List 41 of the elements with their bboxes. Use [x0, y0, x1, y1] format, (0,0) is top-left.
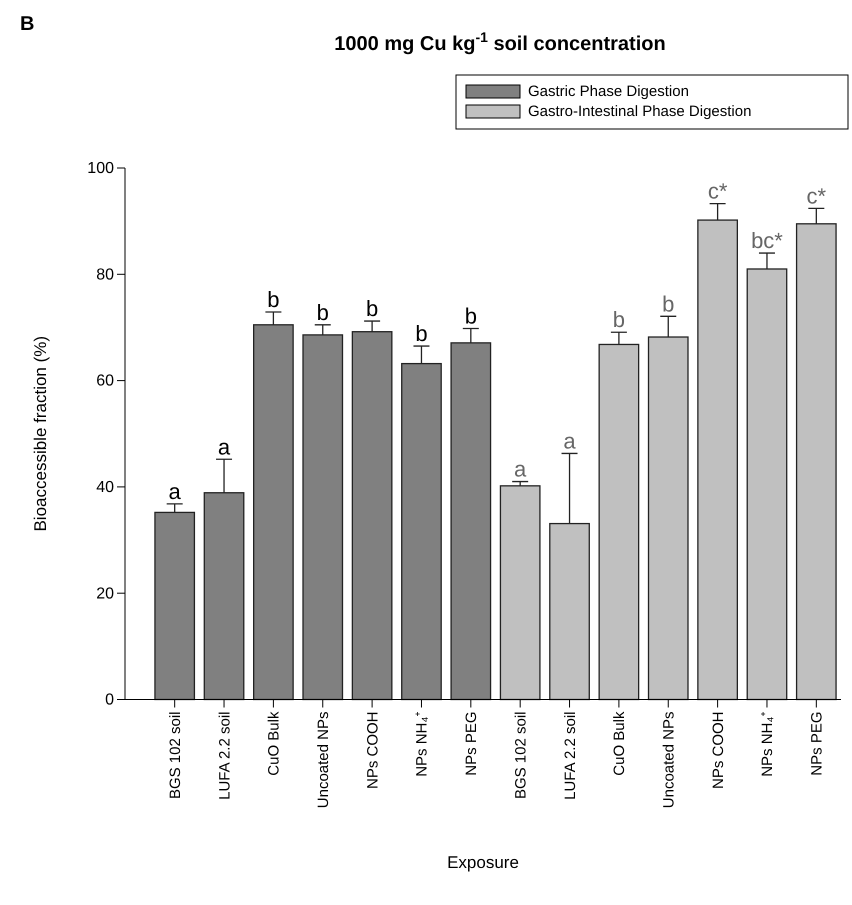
x-tick-label: NPs NH₄⁺ — [759, 712, 776, 777]
x-tick-label: CuO Bulk — [611, 711, 628, 776]
y-axis-title: Bioaccessible fraction (%) — [31, 336, 50, 532]
x-tick-label: Uncoated NPs — [660, 712, 678, 808]
legend-label: Gastro-Intestinal Phase Digestion — [528, 103, 752, 120]
data-label: a — [218, 434, 231, 460]
y-tick-label: 60 — [96, 372, 114, 390]
y-tick-label: 0 — [105, 692, 114, 709]
data-label: a — [514, 456, 528, 482]
x-tick-label: LUFA 2.2 soil — [216, 712, 234, 800]
x-tick-label: NPs COOH — [710, 712, 727, 790]
data-label: c* — [806, 183, 827, 208]
data-label: a — [168, 478, 182, 504]
x-tick-label: NPs PEG — [463, 712, 480, 776]
y-tick-label: 100 — [87, 160, 114, 178]
x-tick-label: BGS 102 soil — [512, 712, 530, 800]
data-label: bc* — [751, 228, 784, 254]
y-tick-label: 80 — [96, 266, 114, 284]
x-tick-label: LUFA 2.2 soil — [562, 712, 579, 800]
data-label: b — [267, 287, 280, 312]
data-label: b — [366, 296, 378, 322]
chart-title: 1000 mg Cu kg$^{-1}$ soil concentration — [334, 29, 666, 55]
data-label: a — [563, 428, 576, 454]
x-axis-title: Exposure — [447, 853, 519, 872]
data-label: b — [662, 291, 674, 316]
x-tick-label: NPs PEG — [808, 712, 826, 776]
x-tick-label: CuO Bulk — [266, 711, 283, 776]
x-tick-label: Uncoated NPs — [315, 712, 332, 808]
x-tick-label: BGS 102 soil — [166, 712, 184, 800]
y-tick-label: 40 — [96, 479, 114, 496]
data-label: b — [415, 321, 428, 346]
data-label: b — [316, 300, 329, 325]
text: B — [20, 13, 34, 35]
y-tick-label: 20 — [96, 585, 114, 602]
x-tick-label: NPs COOH — [364, 712, 382, 790]
legend-label: Gastric Phase Digestion — [528, 83, 689, 100]
data-label: b — [464, 304, 477, 329]
data-label: c* — [708, 178, 728, 204]
x-tick-label: NPs NH₄⁺ — [414, 712, 431, 777]
bar — [500, 485, 541, 700]
data-label: b — [612, 307, 626, 332]
